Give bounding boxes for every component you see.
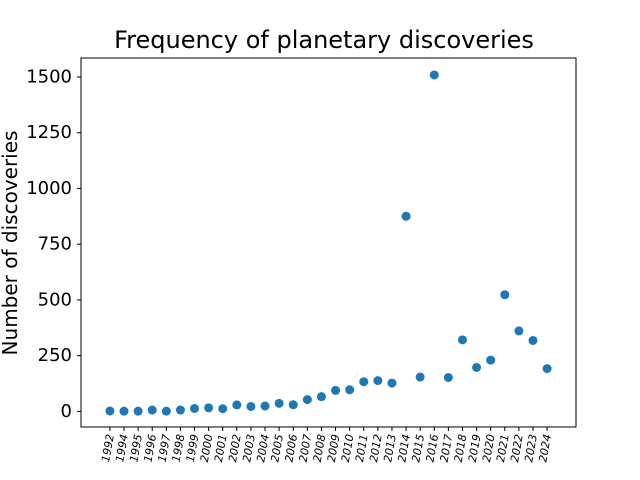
data-point <box>472 362 482 372</box>
x-tick-label: 2014 <box>395 433 413 463</box>
y-tick-label: 1500 <box>26 66 72 87</box>
x-tick-label: 2005 <box>268 433 286 463</box>
x-tick-label: 2011 <box>353 433 371 463</box>
data-point <box>316 392 326 402</box>
data-point <box>429 70 439 80</box>
x-tick-label: 2002 <box>226 433 244 463</box>
data-point <box>443 373 453 383</box>
axis-ticks: 0250500750100012501500199219941995199619… <box>26 66 554 463</box>
data-point <box>190 403 200 413</box>
x-tick-label: 2019 <box>466 433 484 463</box>
x-tick-label: 2018 <box>452 433 470 463</box>
data-points <box>105 70 552 416</box>
x-tick-label: 2012 <box>367 433 385 463</box>
x-tick-label: 2004 <box>254 433 272 463</box>
x-tick-label: 1999 <box>184 433 202 463</box>
data-point <box>246 401 256 411</box>
x-tick-label: 2020 <box>480 433 498 463</box>
x-tick-label: 2007 <box>297 433 315 463</box>
data-point <box>105 406 115 416</box>
data-point <box>161 406 171 416</box>
data-point <box>500 290 510 300</box>
x-tick-label: 1995 <box>127 433 145 463</box>
data-point <box>415 372 425 382</box>
y-tick-label: 1250 <box>26 122 72 143</box>
x-tick-label: 2023 <box>522 433 540 463</box>
data-point <box>218 404 228 414</box>
x-tick-label: 2013 <box>381 433 399 463</box>
data-point <box>486 355 496 365</box>
data-point <box>345 385 355 395</box>
y-tick-label: 1000 <box>26 178 72 199</box>
data-point <box>528 335 538 345</box>
data-point <box>387 378 397 388</box>
data-point <box>373 376 383 386</box>
data-point <box>260 401 270 411</box>
y-tick-label: 250 <box>38 345 72 366</box>
data-point <box>401 211 411 221</box>
x-tick-label: 1994 <box>113 433 131 463</box>
data-point <box>204 403 214 413</box>
x-tick-label: 2006 <box>283 433 301 463</box>
data-point <box>542 364 552 374</box>
y-axis-label: Number of discoveries <box>0 131 22 356</box>
x-tick-label: 2016 <box>424 433 442 463</box>
x-tick-label: 2008 <box>311 433 329 463</box>
x-tick-label: 1997 <box>156 433 174 463</box>
data-point <box>288 400 298 410</box>
x-tick-label: 2010 <box>339 433 357 463</box>
x-tick-label: 2017 <box>438 433 456 463</box>
data-point <box>147 405 157 415</box>
plot-area-frame <box>80 57 577 428</box>
chart-title: Frequency of planetary discoveries <box>114 26 534 54</box>
data-point <box>359 377 369 387</box>
data-point <box>133 406 143 416</box>
data-point <box>232 400 242 410</box>
data-point <box>175 405 185 415</box>
y-tick-label: 500 <box>38 289 72 310</box>
x-tick-label: 2022 <box>508 433 526 463</box>
x-tick-label: 2000 <box>198 433 216 463</box>
x-tick-label: 1992 <box>99 433 117 463</box>
data-point <box>119 406 129 416</box>
x-tick-label: 2021 <box>494 433 512 463</box>
y-tick-label: 0 <box>61 401 72 422</box>
data-point <box>457 335 467 345</box>
x-tick-label: 2003 <box>240 433 258 463</box>
data-point <box>274 398 284 408</box>
data-point <box>302 395 312 405</box>
x-tick-label: 2015 <box>409 433 427 463</box>
x-tick-label: 2024 <box>536 433 554 463</box>
x-tick-label: 1998 <box>170 433 188 463</box>
y-tick-label: 750 <box>38 234 72 255</box>
data-point <box>514 326 524 336</box>
x-tick-label: 1996 <box>142 433 160 463</box>
x-tick-label: 2001 <box>212 433 230 463</box>
x-tick-label: 2009 <box>325 433 343 463</box>
data-point <box>331 385 341 395</box>
